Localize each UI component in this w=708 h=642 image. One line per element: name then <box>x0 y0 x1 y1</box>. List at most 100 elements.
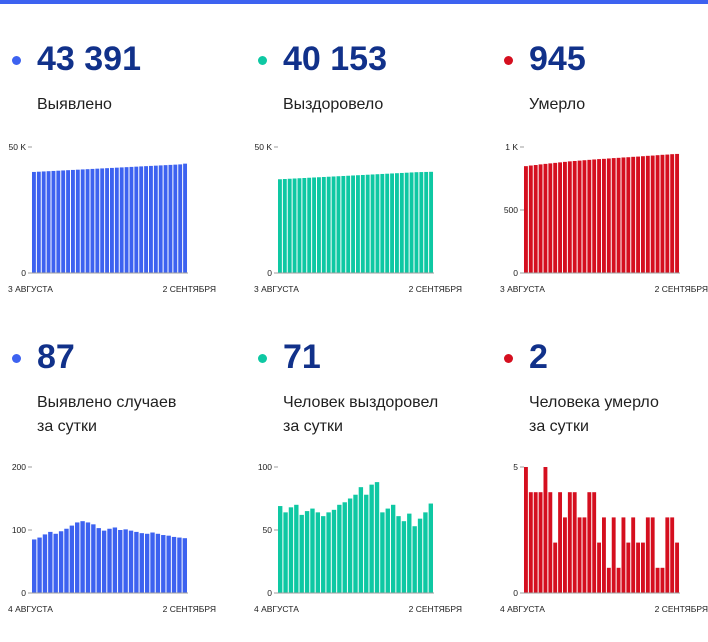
y-tick-label: 5 <box>513 462 518 472</box>
bar <box>380 512 385 593</box>
bar <box>577 517 582 593</box>
y-tick-label: 100 <box>12 525 26 535</box>
bar <box>53 533 58 593</box>
bar <box>543 163 548 273</box>
bar <box>337 504 342 593</box>
bar <box>287 178 292 273</box>
legend-dot <box>12 56 21 65</box>
y-tick-label: 50 <box>263 525 273 535</box>
bar <box>48 531 53 593</box>
bar <box>407 513 412 593</box>
bar <box>134 166 139 273</box>
bar <box>183 163 188 273</box>
stat-value: 71 <box>283 338 321 376</box>
y-tick-label: 0 <box>513 268 518 278</box>
bar <box>304 511 310 593</box>
bar <box>124 167 129 273</box>
panel-deaths-total: 945 Умерло 0 500 1 K 3 АВГУСТА 2 СЕНТЯБРЯ <box>492 0 708 320</box>
bar <box>626 157 631 273</box>
x-start-label: 4 АВГУСТА <box>500 604 545 614</box>
bar <box>299 514 304 593</box>
stat-label-line: Человека умерло <box>529 394 659 411</box>
bar-chart-recovered-total: 0 50 K 3 АВГУСТА 2 СЕНТЯБРЯ <box>254 142 462 294</box>
bar <box>351 175 356 273</box>
bar <box>346 175 351 273</box>
bar-chart-detected-total: 0 50 K 3 АВГУСТА 2 СЕНТЯБРЯ <box>8 142 216 294</box>
bar <box>42 534 48 593</box>
bar <box>112 527 118 593</box>
bar <box>80 521 85 593</box>
bar <box>153 165 158 273</box>
bar <box>538 164 543 273</box>
stat-label: Человек выздоровел за сутки <box>283 391 438 439</box>
bar <box>182 538 187 593</box>
stat-label: Выявлено случаев за сутки <box>37 391 176 439</box>
bar <box>107 528 112 593</box>
bar <box>310 508 315 593</box>
stat-label-line: Выявлено <box>37 96 112 113</box>
bar <box>665 154 670 273</box>
bar <box>665 517 670 593</box>
bar <box>85 522 91 593</box>
bar <box>641 156 645 273</box>
stat-value: 2 <box>529 338 548 376</box>
bar <box>660 567 665 593</box>
y-tick-label: 100 <box>258 462 272 472</box>
bar <box>424 171 429 273</box>
y-tick-label: 0 <box>267 588 272 598</box>
bar <box>161 535 166 593</box>
bar <box>374 482 380 593</box>
bar <box>616 567 621 593</box>
bar <box>592 159 597 273</box>
bar <box>353 494 358 593</box>
bar <box>41 171 46 273</box>
bar <box>365 174 370 273</box>
bar <box>616 157 621 273</box>
bar <box>524 467 528 593</box>
bar <box>283 512 288 593</box>
bar <box>582 517 587 593</box>
bar <box>155 533 161 593</box>
stat-label-line: за сутки <box>37 418 97 435</box>
x-start-label: 3 АВГУСТА <box>8 284 53 294</box>
legend-dot <box>258 56 267 65</box>
bar <box>563 161 567 273</box>
x-end-label: 2 СЕНТЯБРЯ <box>655 284 708 294</box>
top-accent-bar <box>0 0 708 4</box>
y-tick-label: 50 K <box>255 142 273 152</box>
bar <box>636 542 641 593</box>
stat-label: Человека умерло за сутки <box>529 391 659 439</box>
bar <box>326 176 331 273</box>
bar <box>567 492 572 593</box>
bar <box>597 542 602 593</box>
y-tick-label: 0 <box>513 588 518 598</box>
x-end-label: 2 СЕНТЯБРЯ <box>163 284 216 294</box>
y-tick-label: 50 K <box>9 142 27 152</box>
bar <box>533 165 538 273</box>
bar <box>71 169 75 273</box>
bar <box>139 166 144 273</box>
bar <box>85 169 90 273</box>
bar <box>342 502 347 593</box>
panel-recovered-total: 40 153 Выздоровело 0 50 K 3 АВГУСТА 2 СЕНТЯ… <box>246 0 482 320</box>
bar <box>621 517 626 593</box>
bar-chart-deaths-total: 0 500 1 K 3 АВГУСТА 2 СЕНТЯБРЯ <box>500 142 708 294</box>
bar <box>278 506 283 593</box>
bar <box>356 175 360 273</box>
bar <box>602 158 606 273</box>
bar <box>341 175 346 273</box>
bar <box>69 525 75 593</box>
stat-label-line: Выявлено случаев <box>37 394 177 411</box>
bar <box>80 169 85 273</box>
stat-value: 945 <box>529 40 586 78</box>
bar <box>396 516 401 593</box>
bar <box>105 168 110 273</box>
bar <box>401 521 407 593</box>
bar <box>114 167 119 273</box>
bar <box>670 154 675 273</box>
y-tick-label: 0 <box>21 588 26 598</box>
bar <box>129 166 134 273</box>
bar <box>64 528 69 593</box>
bar <box>412 526 417 593</box>
bar <box>178 164 183 273</box>
